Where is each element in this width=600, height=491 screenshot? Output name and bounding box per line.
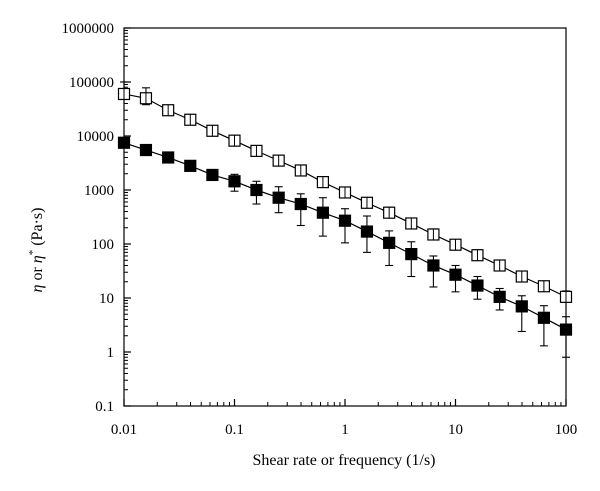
- y-axis-title-or: or: [29, 263, 46, 284]
- data-point: [206, 168, 219, 182]
- data-point: [360, 225, 374, 238]
- data-point: [228, 175, 241, 188]
- y-axis-title: η or η* (Pa·s): [27, 208, 46, 293]
- y-axis-title-eta: η: [29, 284, 46, 292]
- data-point: [139, 143, 153, 157]
- x-tick-label: 0.01: [111, 422, 137, 438]
- data-point: [383, 236, 396, 249]
- y-tick-label: 100000: [69, 75, 114, 91]
- data-point: [449, 268, 462, 281]
- data-point: [250, 183, 263, 197]
- data-point: [162, 151, 175, 164]
- series-2: [117, 136, 573, 358]
- data-point: [515, 300, 528, 313]
- y-tick-label: 1000000: [62, 21, 115, 37]
- data-point: [537, 311, 551, 324]
- data-point: [559, 323, 573, 336]
- y-tick-label: 10000: [77, 129, 115, 145]
- x-tick-label: 0.1: [225, 422, 244, 438]
- y-axis-title-eta-star: η: [29, 255, 46, 263]
- data-point: [272, 191, 285, 204]
- y-tick-label: 1: [107, 345, 115, 361]
- data-point: [184, 159, 197, 172]
- y-axis: 0.1 1 10 100 1000 10000 100000 1000000: [62, 21, 131, 415]
- y-tick-label: 0.1: [95, 399, 114, 415]
- data-point: [427, 259, 440, 272]
- y-axis-title-unit: (Pa·s): [29, 208, 46, 250]
- x-tick-label: 100: [555, 422, 578, 438]
- data-point: [117, 136, 131, 149]
- data-point: [338, 214, 352, 227]
- y-tick-label: 10: [99, 291, 114, 307]
- y-axis-title-star: *: [27, 250, 39, 256]
- y-tick-label: 1000: [84, 183, 114, 199]
- x-tick-label: 1: [341, 422, 349, 438]
- x-tick-label: 10: [448, 422, 463, 438]
- series-layer: [117, 81, 573, 358]
- x-axis: 0.01 0.1 1 10 100: [111, 399, 577, 438]
- data-point: [493, 290, 506, 303]
- data-point: [316, 206, 330, 219]
- series-1: [117, 81, 573, 303]
- data-point: [405, 248, 418, 261]
- data-point: [294, 197, 307, 211]
- data-point: [471, 279, 484, 292]
- y-tick-label: 100: [92, 237, 115, 253]
- x-axis-title: Shear rate or frequency (1/s): [252, 452, 435, 469]
